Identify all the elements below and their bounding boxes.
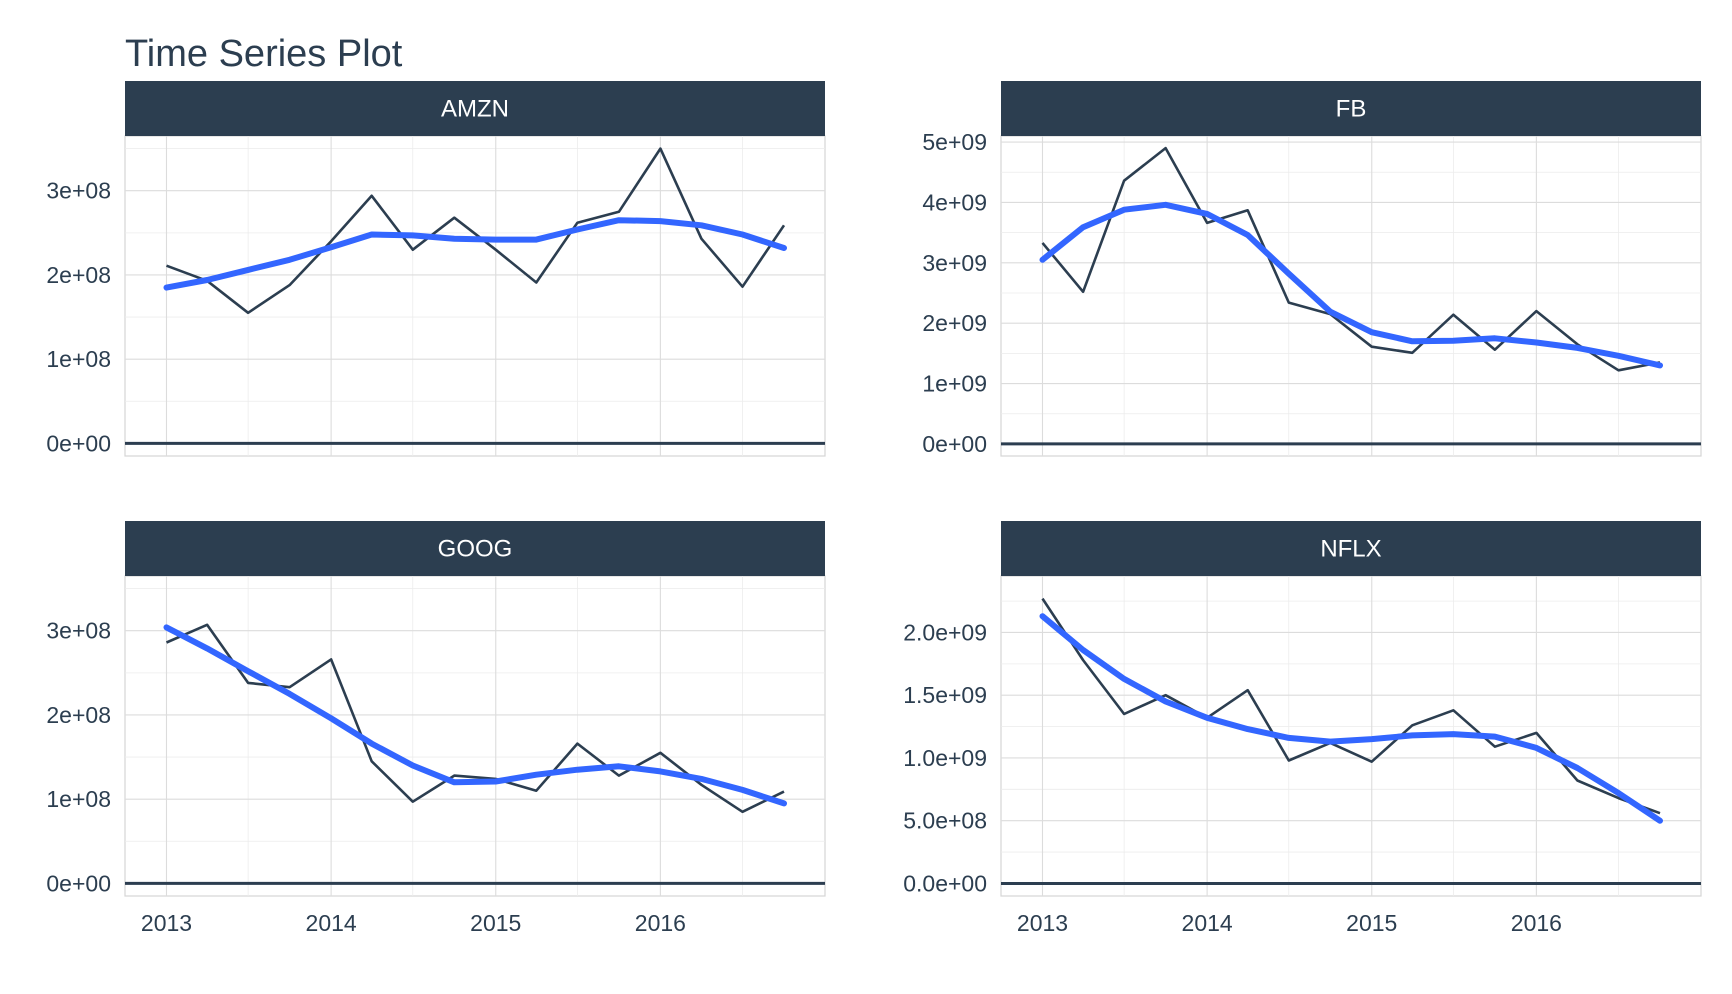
panel-background: [1000, 575, 1702, 897]
panel-nflx: NFLX 0.0e+00 5.0e+08 1.0e+09 1.5e+09 2.0e+09 2…: [903, 521, 1702, 936]
x-tick-label: 2014: [306, 910, 357, 936]
panel-background: [1000, 135, 1702, 457]
y-tick-label: 2e+08: [46, 262, 111, 288]
y-tick-label: 1e+08: [46, 346, 111, 372]
smooth-trend-line-nflx: [1039, 613, 1663, 824]
chart-title: Time Series Plot: [125, 33, 403, 75]
panel-amzn: AMZN 0e+00 1e+08 2e+08 3e+08: [46, 81, 826, 457]
strip-label-fb: FB: [1336, 96, 1367, 123]
y-tick-label: 3e+08: [46, 178, 111, 204]
raw-series-line-amzn: [166, 147, 786, 315]
smooth-trend-line-goog: [163, 624, 787, 807]
strip-header-amzn: [125, 81, 825, 136]
strip-header-nflx: [1001, 521, 1701, 576]
x-tick-label: 2015: [470, 910, 521, 936]
raw-series-line-fb: [1041, 146, 1661, 372]
x-tick-label: 2015: [1346, 910, 1397, 936]
y-tick-label: 2e+08: [46, 702, 111, 728]
y-tick-label: 2.0e+09: [903, 619, 987, 645]
x-tick-label: 2016: [635, 910, 686, 936]
y-tick-label: 1e+09: [922, 371, 987, 397]
y-tick-label: 3e+09: [922, 250, 987, 276]
x-tick-label: 2013: [141, 910, 192, 936]
facet-panels: AMZN 0e+00 1e+08 2e+08 3e+08 FB 0e+00 1e+09 2e+0…: [46, 81, 1702, 936]
y-tick-label: 2e+09: [922, 310, 987, 336]
y-tick-label: 1.0e+09: [903, 745, 987, 771]
y-tick-label: 0e+00: [922, 431, 987, 457]
y-tick-label: 3e+08: [46, 618, 111, 644]
strip-header-fb: [1001, 81, 1701, 136]
strip-label-goog: GOOG: [438, 536, 513, 563]
smooth-trend-line-fb: [1039, 201, 1663, 369]
smooth-trend-line-amzn: [163, 217, 787, 291]
y-tick-label: 0e+00: [46, 870, 111, 896]
panel-background: [124, 135, 826, 457]
y-tick-label: 5e+09: [922, 129, 987, 155]
y-tick-label: 1e+08: [46, 786, 111, 812]
y-tick-label: 4e+09: [922, 189, 987, 215]
x-tick-label: 2013: [1017, 910, 1068, 936]
y-tick-label: 5.0e+08: [903, 808, 987, 834]
panel-fb: FB 0e+00 1e+09 2e+09 3e+09 4e+09 5e+09: [922, 81, 1702, 457]
strip-label-amzn: AMZN: [441, 96, 509, 123]
x-tick-label: 2014: [1182, 910, 1233, 936]
strip-header-goog: [125, 521, 825, 576]
y-tick-label: 1.5e+09: [903, 682, 987, 708]
y-tick-label: 0.0e+00: [903, 870, 987, 896]
x-tick-label: 2016: [1511, 910, 1562, 936]
y-tick-label: 0e+00: [46, 430, 111, 456]
strip-label-nflx: NFLX: [1320, 536, 1381, 563]
panel-goog: GOOG 0e+00 1e+08 2e+08 3e+08 2013 2014 2015 2016: [46, 521, 826, 936]
panel-background: [124, 575, 826, 897]
